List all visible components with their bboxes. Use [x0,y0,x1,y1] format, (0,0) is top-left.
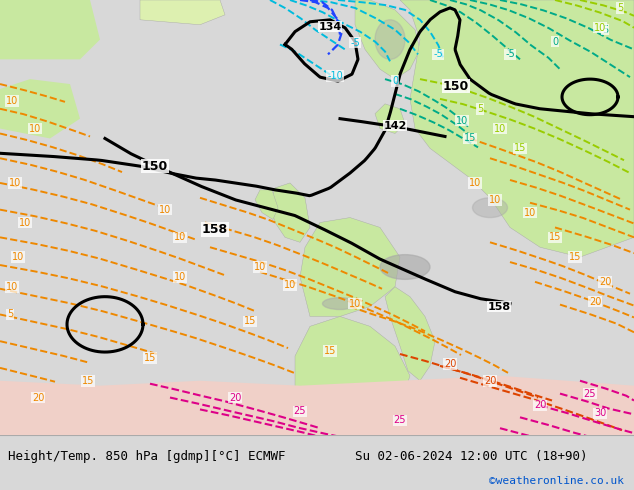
Text: 10: 10 [349,298,361,309]
Text: 0: 0 [392,76,398,86]
Text: 0: 0 [552,37,558,47]
Text: 15: 15 [324,346,336,356]
Polygon shape [140,0,225,24]
Text: 10: 10 [19,218,31,227]
Text: 10: 10 [159,205,171,215]
Text: 150: 150 [443,79,469,93]
Text: 25: 25 [584,389,596,398]
Text: 5: 5 [617,3,623,13]
Text: 20: 20 [534,400,546,411]
Ellipse shape [323,297,358,310]
Text: 10: 10 [469,178,481,188]
Text: 15: 15 [464,133,476,144]
Text: 10: 10 [9,178,21,188]
Text: 158: 158 [488,301,510,312]
Polygon shape [0,0,100,59]
Text: 10: 10 [489,195,501,205]
Ellipse shape [472,198,507,218]
Text: 10: 10 [29,123,41,134]
Text: 5: 5 [7,310,13,319]
Text: 10: 10 [494,123,506,134]
Text: 20: 20 [589,296,601,307]
Text: 20: 20 [229,392,241,403]
Text: 15: 15 [549,232,561,243]
Text: 20: 20 [598,277,611,287]
Ellipse shape [380,255,430,279]
Text: 15: 15 [144,353,156,363]
Text: 15: 15 [82,376,94,386]
Text: 158: 158 [202,223,228,236]
Polygon shape [0,79,80,139]
Text: 10: 10 [594,23,606,33]
Text: 15: 15 [244,317,256,326]
Polygon shape [400,0,634,257]
Polygon shape [295,317,410,435]
Polygon shape [385,287,435,381]
Text: 5: 5 [602,24,608,35]
Text: -5: -5 [433,49,443,59]
Text: -10: -10 [327,71,343,81]
Text: 15: 15 [514,144,526,153]
Text: 20: 20 [484,376,496,386]
Text: 10: 10 [174,272,186,282]
Polygon shape [375,104,405,133]
Polygon shape [300,218,400,317]
Polygon shape [270,183,310,242]
Text: 30: 30 [594,408,606,418]
Text: 134: 134 [318,22,342,32]
Text: 25: 25 [394,416,406,425]
Text: 10: 10 [174,232,186,243]
Text: 142: 142 [384,121,406,131]
Polygon shape [355,0,420,79]
Text: Height/Temp. 850 hPa [gdmp][°C] ECMWF: Height/Temp. 850 hPa [gdmp][°C] ECMWF [8,450,285,464]
Text: 10: 10 [6,96,18,106]
Text: 20: 20 [444,359,456,369]
Text: 10: 10 [524,208,536,218]
Text: 10: 10 [456,116,468,125]
Polygon shape [0,376,634,435]
Text: 150: 150 [142,160,168,172]
Text: 25: 25 [294,406,306,416]
Text: -5: -5 [505,49,515,59]
Polygon shape [255,190,278,220]
Ellipse shape [375,20,405,59]
Text: 15: 15 [569,252,581,262]
Text: 5: 5 [477,104,483,114]
Text: ©weatheronline.co.uk: ©weatheronline.co.uk [489,476,624,486]
Text: 10: 10 [254,262,266,272]
Text: Su 02-06-2024 12:00 UTC (18+90): Su 02-06-2024 12:00 UTC (18+90) [355,450,588,464]
Text: -5: -5 [350,38,360,48]
Text: 10: 10 [6,282,18,292]
Text: 10: 10 [12,252,24,262]
Text: 10: 10 [284,280,296,290]
Text: 20: 20 [32,392,44,403]
